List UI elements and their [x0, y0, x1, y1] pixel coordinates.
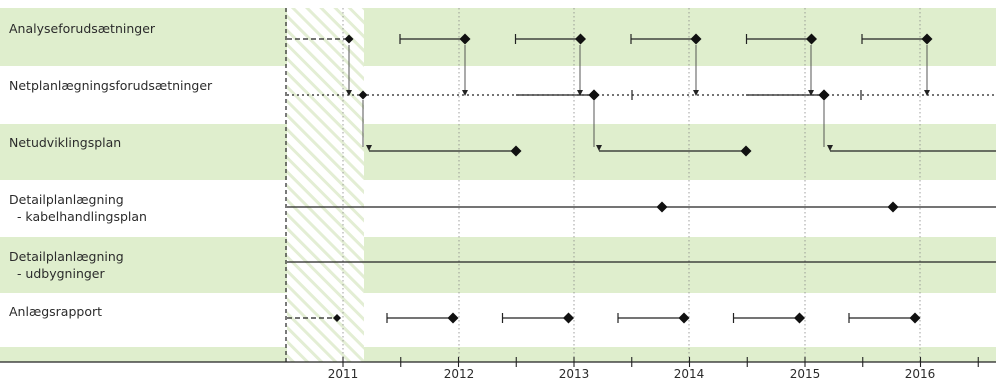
row-label-detailplanlaegning-udbygninger: Detailplanlægning - udbygninger — [9, 249, 124, 281]
milestone-diamond — [344, 34, 354, 44]
dependency-arrow — [366, 145, 372, 151]
year-label: 2016 — [905, 367, 936, 380]
year-label: 2015 — [790, 367, 821, 380]
milestone-diamond — [588, 89, 600, 101]
milestone-diamond — [563, 312, 574, 324]
milestone-diamond — [678, 312, 690, 324]
milestone-diamond — [887, 201, 899, 213]
dependency-arrow — [577, 90, 583, 96]
dependency-arrow — [808, 90, 814, 96]
row-band — [0, 124, 996, 180]
milestone-diamond — [690, 33, 702, 45]
milestone-diamond — [333, 314, 341, 322]
row-label-analyseforudsaetninger: Analyseforudsætninger — [9, 21, 156, 36]
dependency-arrow — [924, 90, 930, 96]
row-label-netplanlaegningsforudsaetninger: Netplanlægningsforudsætninger — [9, 78, 213, 93]
milestone-diamond — [818, 89, 830, 101]
year-label: 2012 — [444, 367, 475, 380]
year-label: 2011 — [328, 367, 359, 380]
dependency-arrow — [462, 90, 468, 96]
dependency-arrow — [827, 145, 833, 151]
milestone-diamond — [909, 312, 921, 324]
milestone-diamond — [358, 90, 368, 100]
row-band — [0, 237, 996, 293]
milestone-diamond — [656, 201, 668, 213]
row-band — [0, 347, 996, 362]
milestone-diamond — [921, 33, 933, 45]
milestone-diamond — [806, 33, 817, 45]
year-label: 2013 — [559, 367, 590, 380]
hatched-period — [287, 8, 364, 362]
milestone-diamond — [510, 145, 522, 157]
dependency-arrow — [596, 145, 602, 151]
dependency-arrow — [693, 90, 699, 96]
row-label-anlaegsrapport: Anlægsrapport — [9, 304, 103, 319]
milestone-diamond — [794, 312, 805, 324]
milestone-diamond — [575, 33, 586, 45]
milestone-diamond — [459, 33, 471, 45]
milestone-diamond — [447, 312, 459, 324]
year-label: 2014 — [674, 367, 705, 380]
milestone-diamond — [740, 145, 752, 157]
row-band — [0, 8, 996, 66]
row-label-detailplanlaegning-kabelhandlingsplan: Detailplanlægning - kabelhandlingsplan — [9, 192, 147, 224]
dependency-arrow — [346, 90, 352, 96]
row-label-netudviklingsplan: Netudviklingsplan — [9, 135, 122, 150]
